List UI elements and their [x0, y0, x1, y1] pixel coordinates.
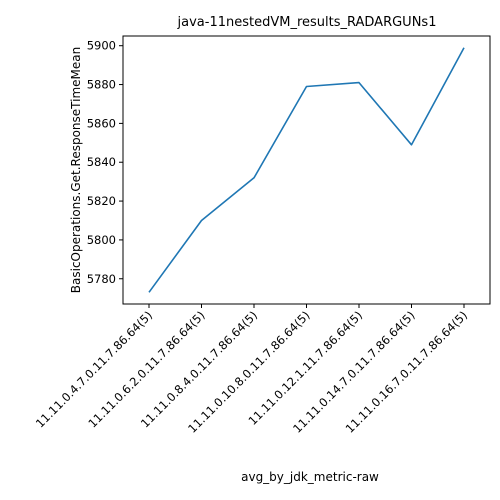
y-tick-label: 5820 — [87, 194, 116, 208]
axes-frame — [122, 35, 491, 305]
y-tick-label: 5840 — [87, 155, 116, 169]
x-axis: 11.11.0.4.7.0.11.7.86.64(5)11.11.0.6.2.0… — [33, 304, 470, 436]
plot-area — [122, 35, 491, 305]
series-line — [148, 47, 465, 293]
y-tick-label: 5860 — [87, 116, 116, 130]
y-axis: 5780 5800 5820 5840 5860 5880 5900 — [87, 39, 123, 286]
y-tick-label: 5900 — [87, 39, 116, 53]
x-axis-label: avg_by_jdk_metric-raw — [241, 470, 379, 484]
chart-title: java-11nestedVM_results_RADARGUNs1 — [177, 15, 437, 30]
y-tick-label: 5800 — [87, 233, 116, 247]
y-tick-label: 5780 — [87, 272, 116, 286]
series-group — [148, 47, 465, 293]
y-tick-label: 5880 — [87, 78, 116, 92]
y-axis-label: BasicOperations.Get.ResponseTimeMean — [69, 47, 83, 293]
